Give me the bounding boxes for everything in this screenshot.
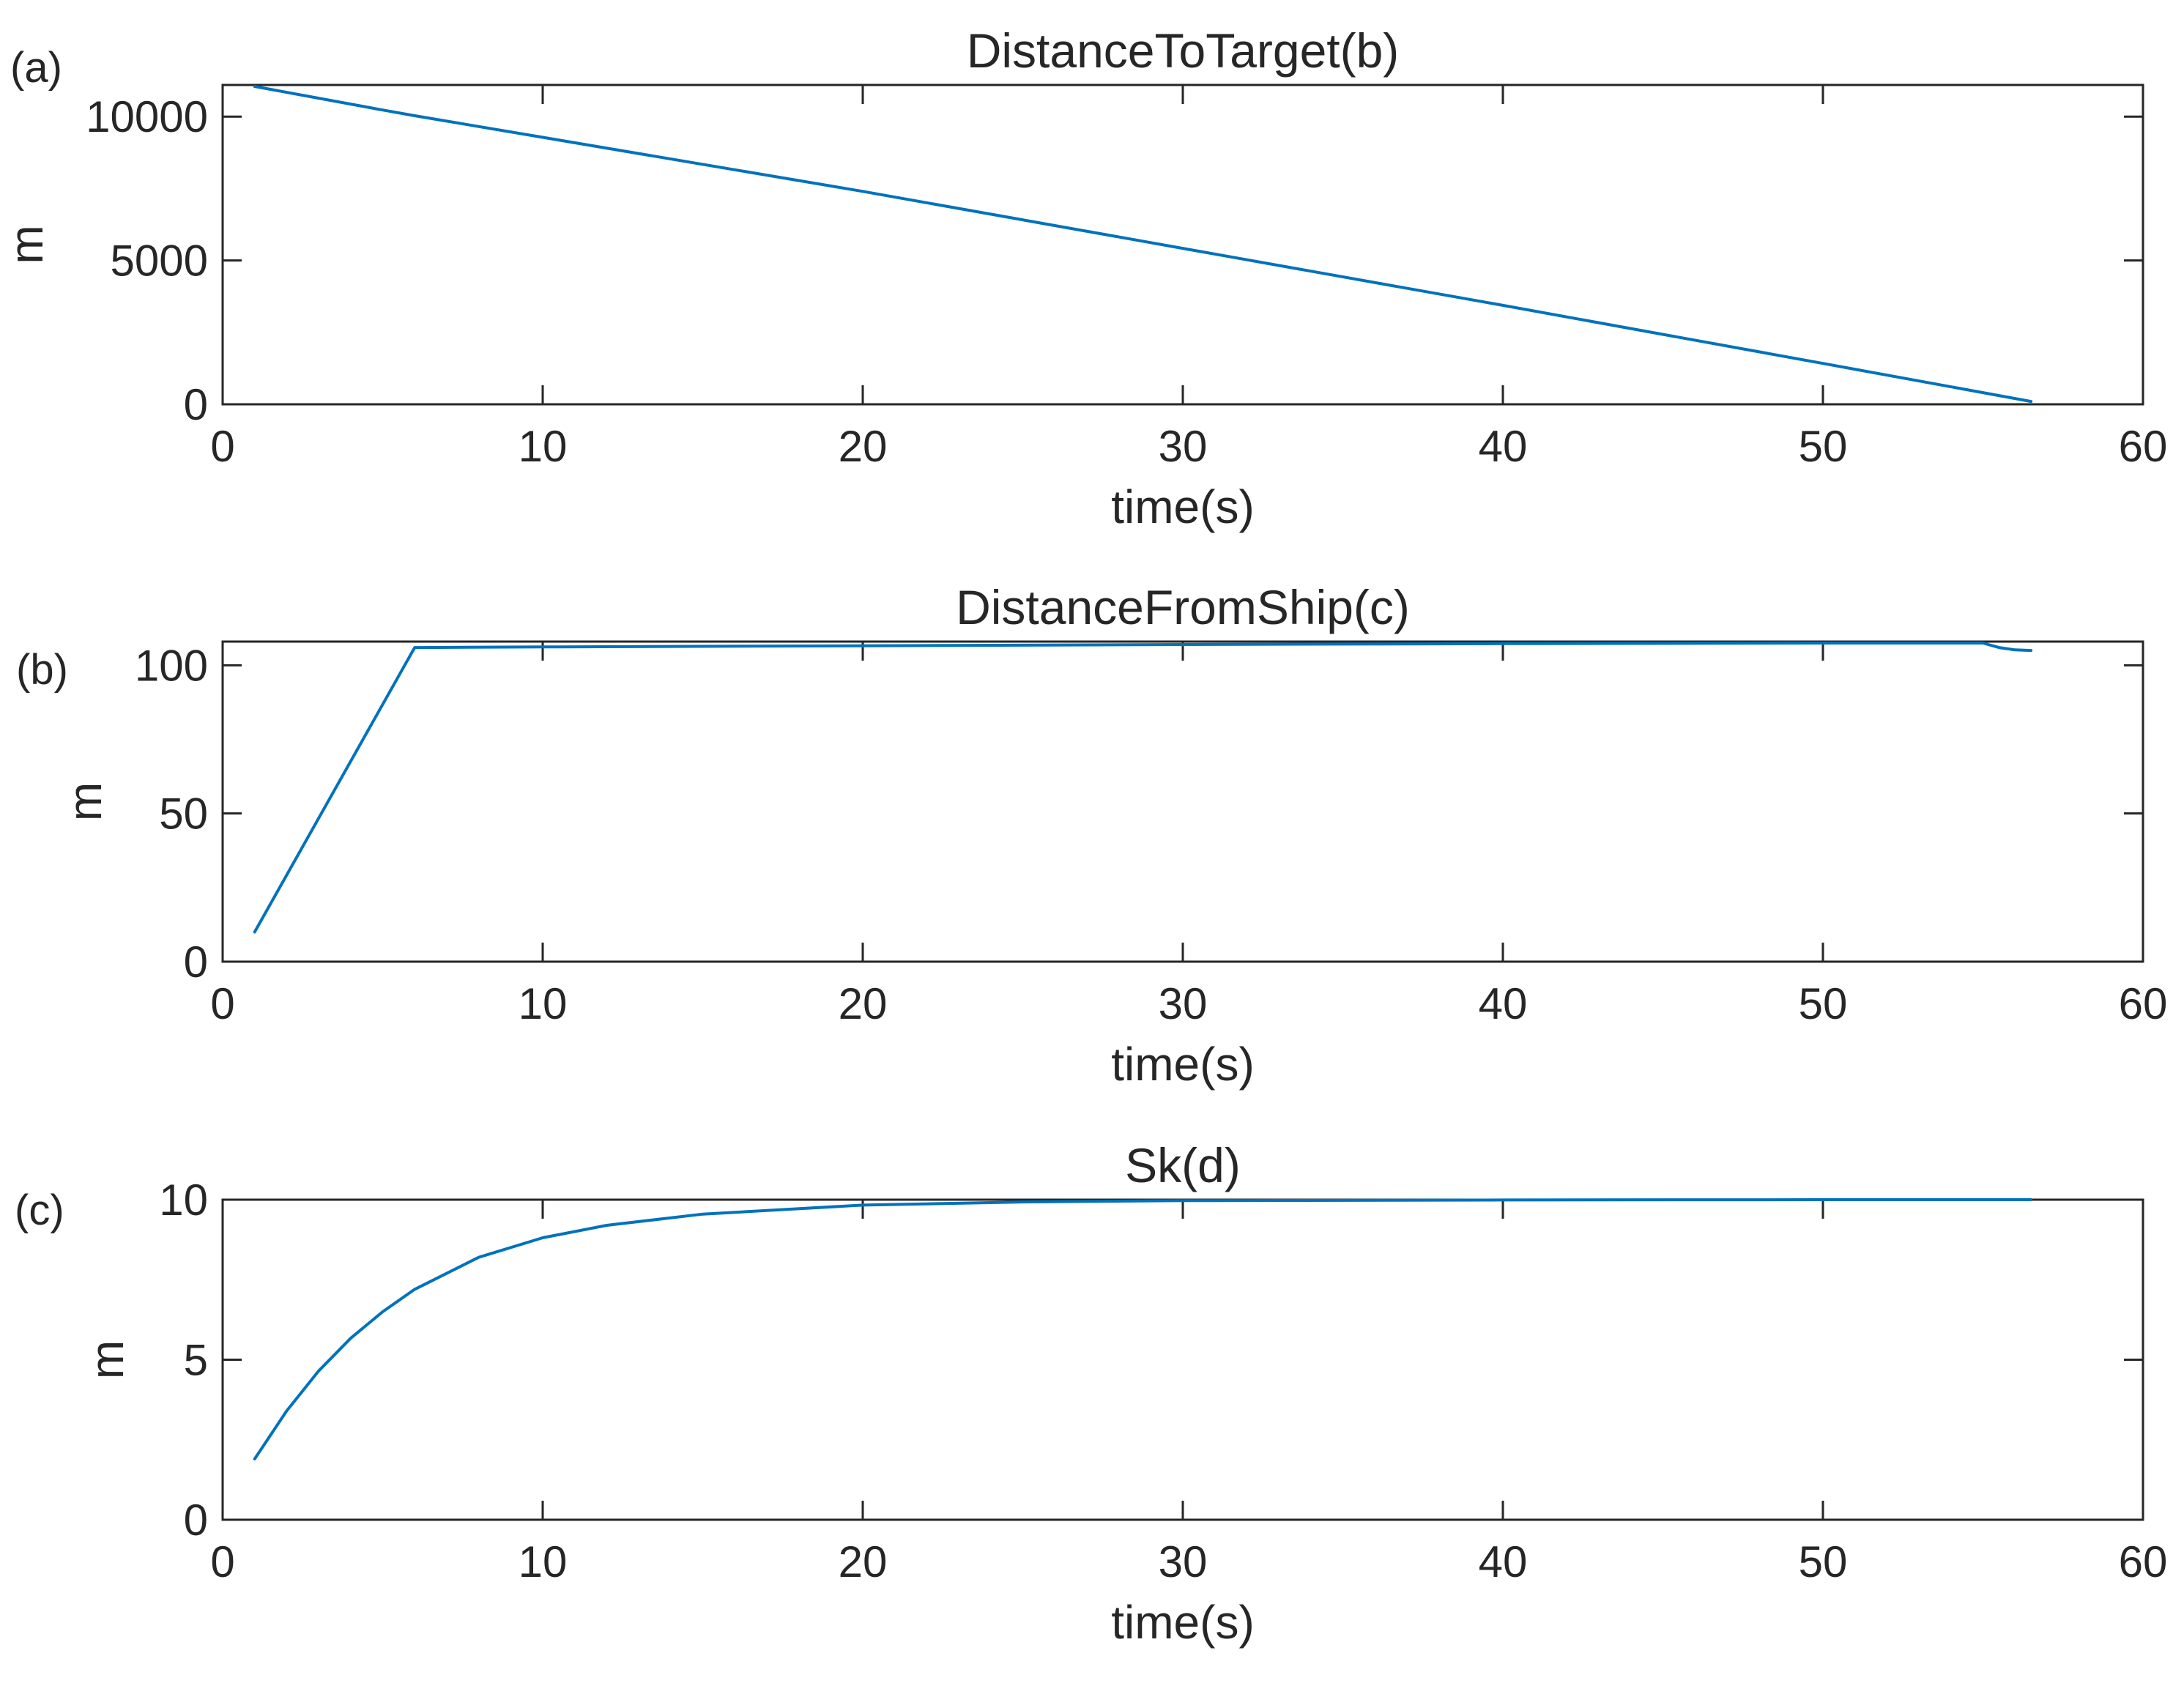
panel-label: (c) [15,1186,64,1234]
panel-title: Sk(d) [1125,1138,1241,1192]
panel-label: (a) [10,44,62,92]
x-tick-label: 40 [1479,422,1528,471]
y-tick-label: 10000 [86,92,208,141]
panel-title: DistanceFromShip(c) [956,580,1410,634]
y-tick-label: 5 [184,1336,208,1385]
x-tick-label: 50 [1799,979,1848,1028]
x-tick-label: 0 [210,422,234,471]
panel-title: DistanceToTarget(b) [967,23,1400,78]
x-tick-label: 10 [519,1537,568,1586]
x-tick-label: 20 [839,1537,888,1586]
panel-label: (b) [16,646,68,694]
y-tick-label: 100 [135,641,208,690]
x-axis-label: time(s) [1111,1596,1255,1649]
x-tick-label: 10 [519,979,568,1028]
x-tick-label: 20 [839,979,888,1028]
x-tick-label: 30 [1159,979,1208,1028]
x-axis-label: time(s) [1111,1038,1255,1091]
x-tick-label: 60 [2119,422,2168,471]
y-axis-label: m [59,782,111,821]
y-tick-label: 5000 [111,237,208,286]
y-tick-label: 0 [184,380,208,429]
y-axis-label: m [0,225,53,264]
subplot-1: 0 10 20 30 40 50 60 0 5000 10000 DistanceToTarget(… [0,23,2167,533]
x-tick-label: 50 [1799,1537,1848,1586]
series-line [253,85,2033,404]
subplots: 0 10 20 30 40 50 600500010000DistanceToTarget(… [0,23,2167,1649]
x-tick-label: 10 [519,422,568,471]
x-tick-label: 20 [839,422,888,471]
x-tick-label: 30 [1159,1537,1208,1586]
x-tick-label: 40 [1479,1537,1528,1586]
subplot-2: 0 10 20 30 40 50 60 0 50 100 DistanceFromShip(c) ti… [16,580,2167,1091]
x-tick-label: 60 [2119,979,2168,1028]
y-tick-label: 0 [184,937,208,987]
x-tick-label: 30 [1159,422,1208,471]
x-tick-label: 40 [1479,979,1528,1028]
x-tick-label: 0 [210,1537,234,1586]
subplot-3: 0 10 20 30 40 50 60 0 5 10 Sk(d) time(s) m (c) [15,1138,2167,1649]
x-axis-label: time(s) [1111,480,1255,533]
y-axis-label: m [81,1340,133,1379]
x-tick-label: 0 [210,979,234,1028]
y-tick-label: 0 [184,1496,208,1545]
x-tick-label: 50 [1799,422,1848,471]
y-tick-label: 10 [159,1176,208,1225]
x-tick-label: 60 [2119,1537,2168,1586]
series-line [253,642,2033,934]
series-line [253,1198,2033,1460]
y-tick-label: 50 [159,790,208,839]
